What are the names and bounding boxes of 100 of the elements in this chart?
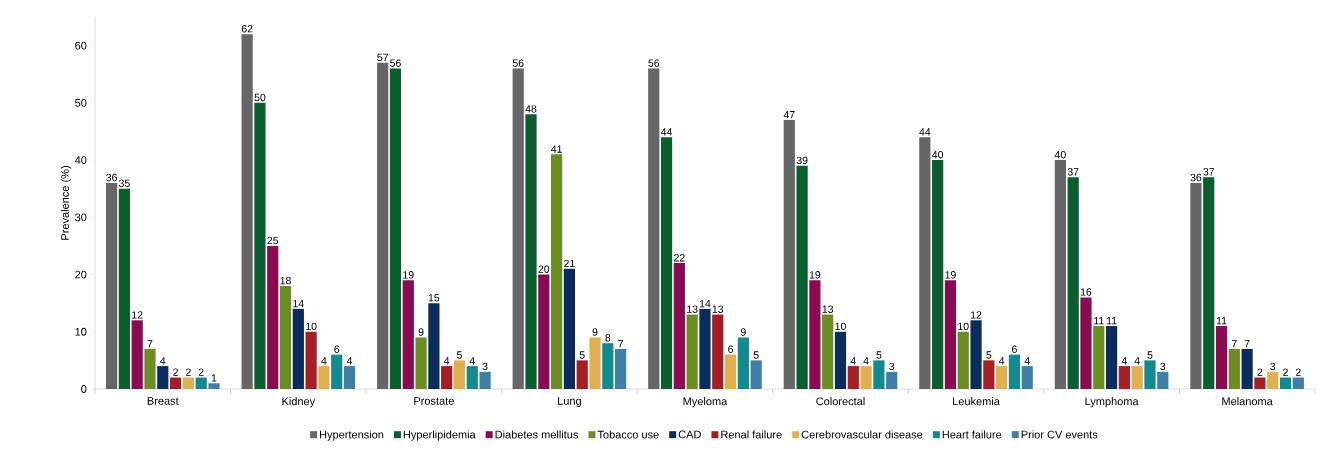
legend-label: Hypertension (320, 430, 384, 441)
legend-label: Hyperlipidemia (403, 430, 476, 441)
data-label: 12 (132, 311, 143, 319)
data-label: 50 (254, 93, 266, 102)
y-tick-label: 40 (74, 156, 87, 164)
data-label: 47 (783, 111, 795, 119)
bar (241, 34, 253, 389)
bar (957, 331, 969, 389)
data-label: 18 (280, 276, 291, 285)
data-label: 5 (579, 351, 585, 359)
bar (441, 366, 453, 389)
data-label: 14 (699, 299, 711, 308)
data-label: 13 (712, 305, 724, 313)
bar (105, 182, 118, 389)
bar (589, 337, 601, 389)
bar (660, 137, 673, 389)
data-label: 10 (306, 322, 317, 331)
bar (131, 320, 143, 389)
bar (195, 377, 207, 389)
bar (267, 245, 279, 389)
data-label: 4 (346, 357, 353, 365)
legend-label: CAD (678, 430, 701, 439)
data-label: 4 (469, 357, 475, 365)
legend-label: Tobacco use (597, 430, 659, 439)
bar (783, 120, 795, 389)
data-label: 2 (198, 368, 204, 376)
data-label: 3 (482, 362, 488, 371)
bar (860, 366, 872, 389)
data-label: 35 (118, 179, 130, 187)
bar (525, 114, 537, 389)
bar (648, 68, 660, 389)
bar (208, 383, 220, 389)
bar (1093, 326, 1105, 389)
data-label: 11 (1216, 317, 1227, 325)
bar (673, 263, 685, 389)
bar (932, 160, 944, 389)
data-label: 36 (1190, 173, 1202, 182)
bar (118, 188, 130, 389)
y-tick-label: 0 (81, 385, 87, 393)
bar (1228, 348, 1240, 389)
data-label: 44 (919, 128, 931, 136)
x-tick-label: Lung (558, 397, 581, 407)
y-tick-label: 10 (75, 327, 87, 336)
data-label: 9 (740, 328, 746, 336)
data-label: 5 (876, 351, 882, 359)
bar (737, 337, 749, 389)
data-label: 4 (160, 357, 166, 365)
bar (1203, 177, 1215, 389)
bar (538, 274, 550, 389)
data-label: 16 (1080, 288, 1092, 296)
bar (343, 366, 356, 389)
legend-label: Renal failure (721, 430, 782, 439)
data-label: 25 (267, 236, 279, 245)
bar (157, 366, 169, 389)
bar (279, 285, 292, 389)
bar (809, 280, 821, 389)
data-label: 5 (986, 351, 992, 359)
data-label: 1 (211, 374, 217, 382)
data-label: 3 (1270, 362, 1276, 371)
data-label: 6 (728, 345, 734, 353)
data-label: 4 (1121, 357, 1127, 365)
bar (551, 154, 563, 389)
data-label: 11 (1094, 317, 1104, 325)
data-label: 22 (674, 254, 685, 262)
data-label: 5 (1147, 351, 1153, 359)
data-label: 5 (753, 351, 759, 359)
data-label: 40 (1054, 150, 1066, 159)
bar (712, 314, 724, 389)
bar (847, 366, 859, 389)
bar (1254, 377, 1266, 389)
data-label: 15 (428, 294, 440, 302)
data-label: 39 (796, 156, 808, 165)
data-label: 13 (687, 305, 698, 313)
bar (873, 360, 885, 389)
data-label: 40 (932, 150, 944, 159)
data-label: 7 (147, 340, 153, 348)
data-label: 12 (971, 311, 982, 319)
legend-label: Cerebrovascular disease (801, 430, 923, 439)
data-label: 4 (998, 357, 1005, 365)
x-tick-label: Breast (147, 397, 179, 405)
data-label: 2 (1283, 368, 1288, 376)
data-label: 3 (889, 362, 895, 371)
bar (576, 360, 588, 389)
bar (402, 280, 414, 389)
data-label: 57 (377, 53, 388, 62)
bar (686, 314, 698, 389)
data-label: 8 (605, 334, 611, 342)
data-label: 19 (403, 271, 414, 279)
data-label: 7 (1244, 340, 1250, 348)
x-tick-label: Melanoma (1222, 397, 1273, 406)
data-label: 56 (512, 59, 524, 67)
data-label: 7 (1231, 340, 1237, 348)
data-label: 21 (564, 259, 575, 268)
data-label: 4 (321, 357, 327, 365)
bar (1021, 366, 1033, 389)
data-label: 37 (1203, 168, 1215, 176)
bar (169, 377, 182, 389)
data-label: 6 (1012, 345, 1017, 353)
bar (886, 371, 898, 389)
data-label: 2 (1295, 368, 1301, 376)
